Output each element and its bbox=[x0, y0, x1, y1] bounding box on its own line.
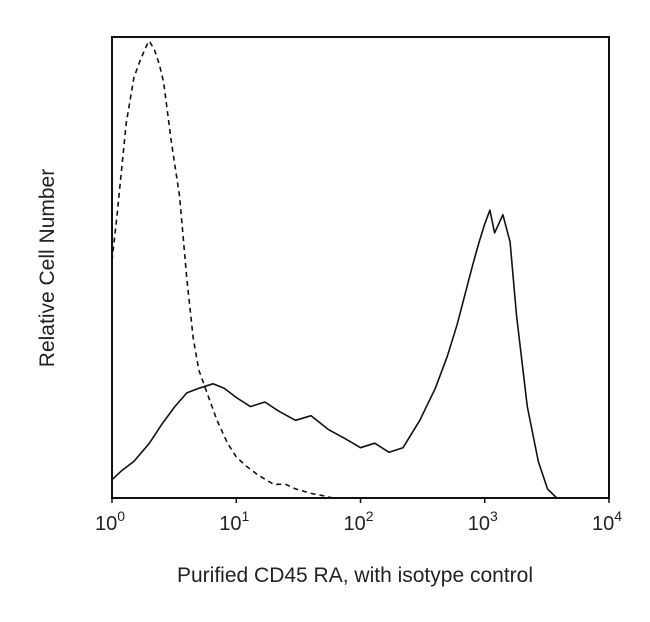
cd45ra-histogram bbox=[111, 209, 558, 499]
x-tick-label: 104 bbox=[592, 508, 622, 535]
isotype-control-histogram bbox=[111, 40, 334, 499]
x-tick-labels: 100 101 102 103 104 bbox=[95, 498, 622, 535]
x-tick-label: 101 bbox=[219, 508, 249, 535]
series-layer bbox=[111, 40, 558, 499]
y-axis-label: Relative Cell Number bbox=[36, 169, 59, 367]
x-tick-label: 103 bbox=[468, 508, 498, 535]
x-tick-label: 102 bbox=[343, 508, 373, 535]
x-axis-label: Purified CD45 RA, with isotype control bbox=[177, 564, 533, 587]
x-tick-label: 100 bbox=[95, 508, 125, 535]
